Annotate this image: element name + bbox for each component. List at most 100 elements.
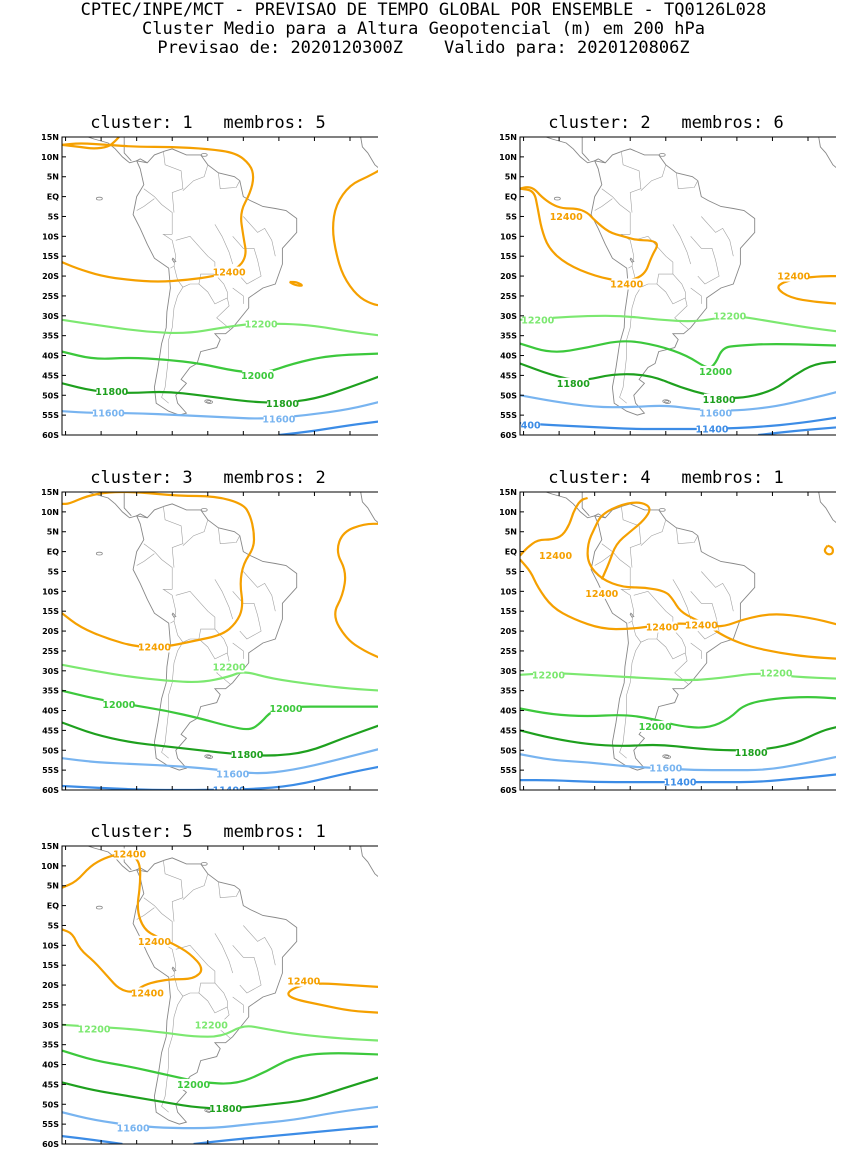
contour-line: [62, 142, 255, 283]
contour-line: [62, 137, 120, 150]
contour-line: [520, 186, 658, 282]
country-border: [214, 933, 233, 974]
country-border: [640, 164, 667, 191]
lat-label: EQ: [47, 902, 59, 911]
coastline-africa: [360, 846, 378, 878]
contour-label: 12200: [713, 311, 746, 322]
country-border: [173, 590, 216, 643]
lon-label: 80W: [127, 1146, 147, 1147]
country-border: [631, 590, 674, 643]
country-border: [162, 589, 177, 624]
lat-label: 5S: [48, 921, 60, 930]
lat-label: 55S: [42, 766, 59, 775]
contour-label-bg: [550, 210, 582, 222]
lat-label: 60S: [42, 431, 59, 438]
contour-label: 12200: [759, 668, 792, 679]
contour-label: 11600: [92, 409, 125, 420]
lon-label: 20W: [798, 437, 818, 438]
contour-label-bg: [521, 419, 541, 431]
lat-label: 60S: [500, 786, 517, 793]
lat-label: 10N: [41, 153, 59, 162]
contour-label: 12000: [699, 367, 732, 378]
lat-label: 15N: [41, 488, 59, 497]
country-border: [656, 273, 686, 305]
coastline-caribbean: [122, 137, 132, 162]
contour-label-bg: [533, 669, 564, 681]
contour-label: 12400: [539, 551, 572, 562]
country-border: [701, 571, 734, 612]
lat-label: 25S: [500, 647, 517, 656]
contour-label-bg: [646, 621, 678, 633]
lat-label: 15N: [499, 488, 517, 497]
country-border: [182, 164, 209, 191]
lat-label: 30S: [500, 312, 517, 321]
country-border: [218, 881, 241, 899]
country-border: [161, 996, 184, 1113]
lat-label: 45S: [42, 1080, 59, 1089]
map-content: 12400 12400 12400 12400 12200 12200 12000 11800…: [62, 846, 378, 1144]
map-frame: [61, 491, 378, 791]
country-border: [690, 642, 702, 659]
lon-label: 20W: [340, 792, 360, 793]
country-border: [161, 287, 184, 404]
coastline-africa: [818, 137, 836, 169]
lat-label: 60S: [500, 431, 517, 438]
cluster-panel-4: cluster: 4 membros: 1 12400 12400 12400 124…: [496, 468, 836, 793]
lat-label: 40S: [500, 707, 517, 716]
country-border: [594, 198, 613, 211]
contour-label-bg: [96, 385, 128, 397]
lon-label: 70W: [620, 437, 640, 438]
lat-label: 10S: [42, 587, 59, 596]
cluster-panel-2: cluster: 2 membros: 6 12400 12400 12400 122…: [496, 113, 836, 438]
contour-label: 12400: [646, 623, 679, 634]
lat-label: 30S: [42, 667, 59, 676]
lat-label: 20S: [42, 627, 59, 636]
contour-label: 12400: [685, 621, 718, 632]
contour-label: 11600: [262, 415, 295, 426]
contour-label: 12400: [113, 850, 146, 861]
lat-label: 5S: [506, 212, 518, 221]
country-border: [621, 150, 642, 213]
contour-label: 12400: [138, 937, 171, 948]
coastline-central-america: [86, 137, 148, 164]
lat-label: 15N: [41, 133, 59, 142]
lon-label: 20W: [340, 437, 360, 438]
contour-line: [823, 544, 834, 556]
contour-line: [520, 314, 836, 333]
lat-label: EQ: [47, 193, 59, 202]
country-border: [674, 652, 690, 685]
contour-label-bg: [213, 784, 245, 790]
lat-label: 50S: [42, 746, 59, 755]
lon-label: 70W: [162, 437, 182, 438]
lon-label: 30W: [304, 792, 324, 793]
contour-label-bg: [132, 987, 163, 999]
map-cluster-1: 12400 12200 12000 11800 11800 11600 11600 15N 10…: [41, 133, 378, 438]
lon-label: 40W: [269, 1146, 289, 1147]
coastline-caribbean: [122, 846, 132, 871]
contour-label-bg: [270, 703, 302, 715]
contour-label-bg: [703, 393, 735, 405]
country-border: [232, 287, 244, 304]
lat-label: 15S: [42, 252, 59, 261]
lat-label: EQ: [505, 548, 517, 557]
contour-label-bg: [231, 748, 263, 760]
lat-label: 60S: [42, 1140, 59, 1147]
contour-label-bg: [103, 699, 135, 711]
lat-label: 50S: [500, 746, 517, 755]
lon-label: 50W: [691, 792, 711, 793]
contour-line: [334, 522, 378, 659]
lat-label: 20S: [42, 981, 59, 990]
lon-label: 80W: [127, 792, 147, 793]
lon-label: 50W: [233, 792, 253, 793]
lat-label: 15N: [41, 842, 59, 851]
contour-label: 11600: [117, 1124, 150, 1135]
map-content: 12400 12400 12400 12400 12200 12200 12000 11800…: [520, 492, 836, 789]
country-border: [676, 527, 699, 545]
contour-label-bg: [288, 975, 320, 987]
country-border: [136, 198, 155, 211]
contour-line: [332, 169, 378, 307]
contour-line: [278, 420, 378, 435]
contour-label: 12400: [585, 589, 618, 600]
lat-label: 15S: [42, 607, 59, 616]
lon-label: 90W: [91, 437, 111, 438]
